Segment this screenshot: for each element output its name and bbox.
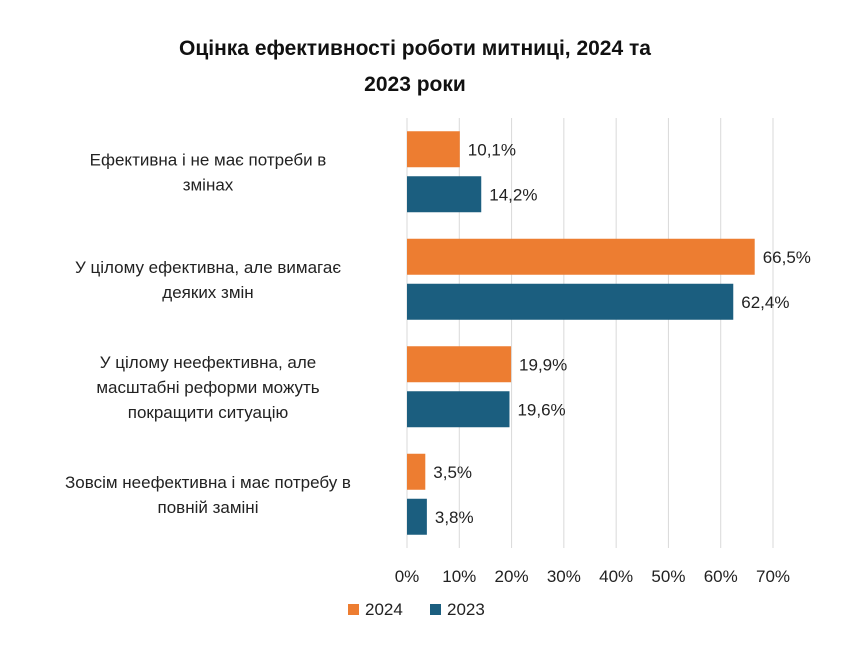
bar-2024 bbox=[407, 453, 426, 490]
bar-2023 bbox=[407, 176, 482, 213]
category-labels: Ефективна і не має потреби в змінах У ціло… bbox=[65, 150, 351, 517]
data-label-2024: 19,9% bbox=[519, 355, 567, 374]
value-labels: 10,1% 14,2% 66,5% 62,4% 19,9% 19,6% 3,5% 3,8% bbox=[433, 140, 811, 527]
x-axis-ticks: 0% 10% 20% 30% 40% 50% 60% 70% bbox=[395, 567, 790, 586]
category-label: У цілому неефективна, але bbox=[100, 353, 317, 372]
bar-2023 bbox=[407, 498, 427, 535]
legend-label-2023: 2023 bbox=[447, 600, 485, 619]
category-label: змінах bbox=[183, 175, 234, 194]
chart-title-line-1: Оцінка ефективності роботи митниці, 2024… bbox=[179, 37, 651, 60]
bar-2024 bbox=[407, 238, 755, 275]
bars bbox=[407, 131, 755, 535]
bar-2023 bbox=[407, 391, 510, 428]
category-label: покращити ситуацію bbox=[128, 403, 289, 422]
data-label-2023: 62,4% bbox=[741, 293, 789, 312]
data-label-2023: 19,6% bbox=[517, 400, 565, 419]
x-tick-label: 60% bbox=[704, 567, 738, 586]
category-label: масштабні реформи можуть bbox=[96, 378, 319, 397]
category-label: У цілому ефективна, але вимагає bbox=[75, 258, 341, 277]
data-label-2024: 3,5% bbox=[433, 463, 472, 482]
legend-swatch-2024 bbox=[348, 604, 359, 615]
data-label-2023: 14,2% bbox=[489, 185, 537, 204]
category-label: Ефективна і не має потреби в bbox=[90, 150, 327, 169]
category-label: Зовсім неефективна і має потребу в bbox=[65, 473, 351, 492]
chart-title-line-2: 2023 роки bbox=[364, 73, 466, 96]
data-label-2024: 10,1% bbox=[468, 140, 516, 159]
x-tick-label: 0% bbox=[395, 567, 420, 586]
x-tick-label: 30% bbox=[547, 567, 581, 586]
x-tick-label: 50% bbox=[651, 567, 685, 586]
data-label-2024: 66,5% bbox=[763, 248, 811, 267]
x-tick-label: 40% bbox=[599, 567, 633, 586]
bar-2024 bbox=[407, 346, 512, 383]
data-label-2023: 3,8% bbox=[435, 508, 474, 527]
x-tick-label: 10% bbox=[442, 567, 476, 586]
bar-2023 bbox=[407, 283, 734, 320]
category-label: деяких змін bbox=[162, 283, 253, 302]
legend: 2024 2023 bbox=[348, 600, 485, 619]
legend-swatch-2023 bbox=[430, 604, 441, 615]
category-label: повній заміні bbox=[158, 498, 259, 517]
x-tick-label: 20% bbox=[495, 567, 529, 586]
bar-2024 bbox=[407, 131, 460, 168]
x-tick-label: 70% bbox=[756, 567, 790, 586]
legend-label-2024: 2024 bbox=[365, 600, 403, 619]
